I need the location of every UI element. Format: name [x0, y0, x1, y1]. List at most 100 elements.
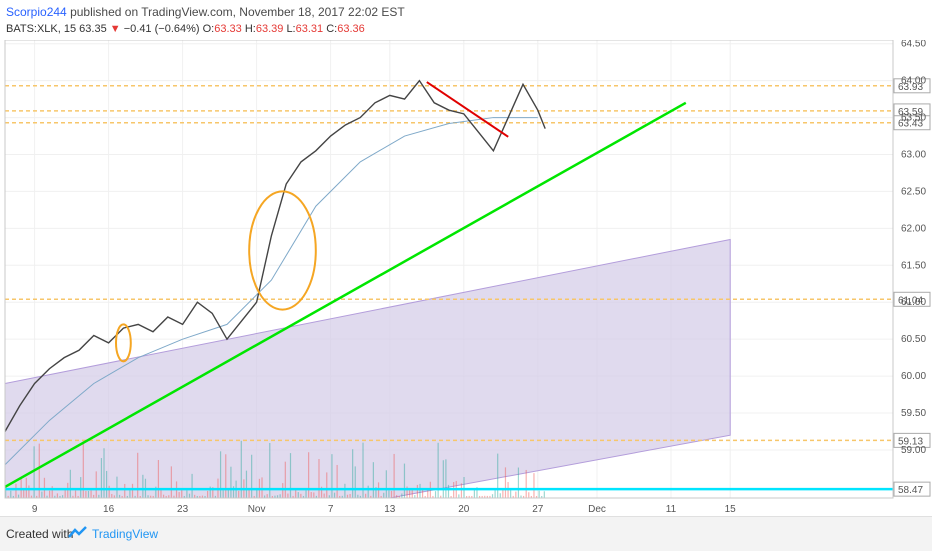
volume-bar [103, 448, 105, 498]
tradingview-brand[interactable]: TradingView [92, 527, 159, 541]
volume-bar [346, 494, 349, 498]
volume-bar [124, 483, 126, 498]
volume-bar [383, 492, 385, 498]
volume-bar [308, 452, 310, 498]
volume-bar [541, 495, 543, 498]
volume-bar [543, 491, 545, 498]
volume-bar [152, 495, 154, 498]
volume-bar [23, 488, 25, 498]
y-tick-label: 61.50 [901, 260, 926, 271]
volume-bar [494, 490, 496, 498]
volume-bar [538, 490, 540, 498]
volume-bar [424, 496, 426, 498]
footer-bar: Created with TradingView [0, 516, 932, 551]
volume-bar [36, 495, 38, 498]
drawings[interactable] [4, 81, 687, 489]
volume-bar [499, 493, 501, 498]
volume-bar [471, 495, 473, 498]
volume-bar [276, 495, 279, 498]
volume-bar [398, 495, 400, 498]
volume-bar [292, 495, 294, 498]
volume-bar [416, 484, 419, 498]
volume-bar [67, 482, 69, 498]
volume-bar [375, 487, 377, 498]
volume-bar [170, 466, 172, 498]
y-tick-label: 63.50 [901, 113, 926, 124]
ohlc-legend: BATS:XLK, 15 63.35 ▼ −0.41 (−0.64%) O:63… [6, 23, 365, 35]
volume-bar [520, 495, 522, 498]
y-tick-label: 62.00 [901, 223, 926, 234]
volume-bar [245, 470, 248, 498]
volume-bar [380, 495, 382, 498]
volume-bar [411, 489, 413, 498]
last-price: 63.35 [79, 23, 107, 35]
volume-bar [256, 489, 258, 498]
volume-bar [468, 495, 470, 498]
volume-bar [367, 485, 369, 498]
highlight-ellipse [248, 190, 317, 311]
volume-bar [357, 494, 359, 498]
volume-bar [212, 487, 214, 498]
volume-bar [95, 471, 97, 498]
y-tick-label: 59.50 [901, 408, 926, 419]
volume-bar [162, 494, 165, 498]
volume-bar [64, 489, 66, 498]
author-link[interactable]: Scorpio244 [6, 5, 67, 19]
volume-bar [333, 492, 336, 498]
volume-bar [466, 495, 468, 498]
volume-bar [484, 495, 486, 498]
axes: 64.50 64.00 63.50 63.00 62.50 62.00 61.50 61.00… [4, 40, 926, 515]
volume-bar [362, 442, 364, 498]
volume-bar [160, 488, 162, 498]
x-tick-label: 9 [32, 504, 38, 515]
volume-bar [440, 495, 442, 498]
volume-bar [478, 495, 481, 498]
volume-bar [442, 460, 444, 498]
volume-bar [77, 495, 79, 498]
volume-bar [497, 453, 499, 498]
highlight-ellipse [115, 323, 132, 363]
open-label: O: [202, 23, 215, 35]
y-tick-label: 62.50 [901, 186, 926, 197]
volume-bar [15, 483, 17, 498]
x-tick-label: 7 [328, 504, 334, 515]
down-arrow-icon: ▼ [109, 23, 121, 35]
volume-bar [147, 495, 149, 498]
volume-bar [191, 473, 193, 498]
y-tick-label: 60.00 [901, 371, 926, 382]
red-trendline [426, 81, 509, 138]
volume-bar [80, 477, 82, 498]
volume-bar [207, 490, 209, 498]
volume-bar [240, 440, 242, 498]
volume-bar [196, 495, 198, 498]
volume-bar [222, 490, 224, 498]
volume-bar [328, 495, 330, 498]
volume-bar [486, 495, 488, 498]
volume-bar [126, 495, 128, 498]
chart-header: Scorpio244 published on TradingView.com,… [0, 0, 932, 40]
volume-bar [279, 494, 281, 498]
price-level-tag [893, 78, 931, 94]
volume-bar [525, 469, 527, 498]
volume-bar [87, 490, 90, 498]
volume-bar [523, 495, 525, 498]
volume-bar [339, 495, 341, 498]
volume-bar [113, 495, 115, 498]
symbol-label[interactable]: BATS:XLK, 15 [6, 23, 77, 35]
volume-bar [274, 495, 276, 498]
volume-bar [111, 493, 113, 498]
volume-bar [214, 495, 216, 498]
regression-channel[interactable] [4, 238, 731, 499]
volume-bar [419, 483, 421, 498]
volume-bar [186, 490, 188, 498]
close-label: C: [326, 23, 338, 35]
price-level-tag [893, 291, 931, 307]
volume-bar [85, 490, 87, 498]
volume-bar [33, 446, 35, 498]
volume-bar [93, 494, 95, 498]
open-value: 63.33 [214, 23, 242, 35]
volume-bar [300, 493, 302, 498]
price-line [4, 79, 546, 432]
